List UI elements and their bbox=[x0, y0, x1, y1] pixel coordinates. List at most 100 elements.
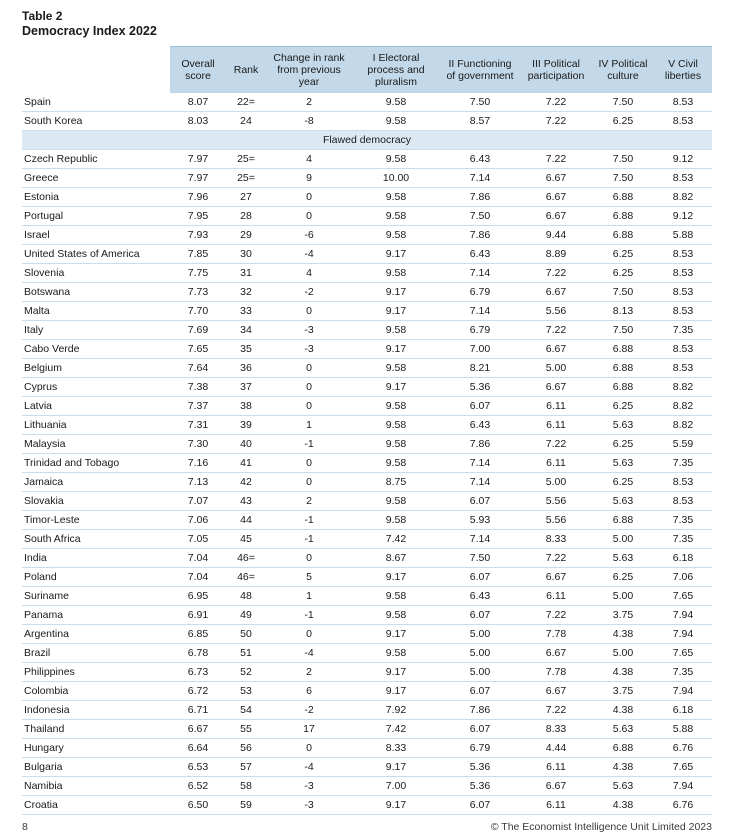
country-name: Malaysia bbox=[22, 434, 170, 454]
country-name: Timor-Leste bbox=[22, 510, 170, 530]
score-cell: 2 bbox=[266, 93, 352, 112]
score-cell: 50 bbox=[226, 624, 266, 644]
table-row: South Korea 8.03 24 -8 9.58 8.57 7.22 6.25 8.53 bbox=[22, 111, 712, 131]
score-cell: 7.65 bbox=[654, 643, 712, 663]
country-name: Czech Republic bbox=[22, 149, 170, 169]
score-cell: 7.22 bbox=[520, 93, 592, 112]
score-cell: 6.76 bbox=[654, 738, 712, 758]
score-cell: 9.58 bbox=[352, 453, 440, 473]
column-header: Rank bbox=[226, 46, 266, 93]
column-header: Change in rank from previous year bbox=[266, 46, 352, 93]
score-cell: 6.11 bbox=[520, 586, 592, 606]
score-cell: 6.79 bbox=[440, 738, 520, 758]
table-row: Czech Republic 7.97 25= 4 9.58 6.43 7.22 7.50 9.… bbox=[22, 149, 712, 169]
score-cell: 7.50 bbox=[592, 149, 654, 169]
score-cell: 9.58 bbox=[352, 605, 440, 625]
score-cell: 7.35 bbox=[654, 529, 712, 549]
column-header: IV Political culture bbox=[592, 46, 654, 93]
page-title: Democracy Index 2022 bbox=[22, 24, 157, 38]
score-cell: 53 bbox=[226, 681, 266, 701]
country-name: Estonia bbox=[22, 187, 170, 207]
score-cell: 33 bbox=[226, 301, 266, 321]
score-cell: 6.88 bbox=[592, 339, 654, 359]
score-cell: 34 bbox=[226, 320, 266, 340]
score-cell: 48 bbox=[226, 586, 266, 606]
score-cell: 9.58 bbox=[352, 643, 440, 663]
score-cell: 9 bbox=[266, 168, 352, 188]
score-cell: 8.33 bbox=[520, 529, 592, 549]
score-cell: 59 bbox=[226, 795, 266, 815]
score-cell: 40 bbox=[226, 434, 266, 454]
score-cell: 29 bbox=[226, 225, 266, 245]
score-cell: 6.07 bbox=[440, 681, 520, 701]
table-row: Spain 8.07 22= 2 9.58 7.50 7.22 7.50 8.53 bbox=[22, 93, 712, 112]
score-cell: 6.52 bbox=[170, 776, 226, 796]
score-cell: 8.53 bbox=[654, 263, 712, 283]
score-cell: 5.63 bbox=[592, 491, 654, 511]
score-cell: 6.67 bbox=[520, 206, 592, 226]
column-header: II Functioning of government bbox=[440, 46, 520, 93]
score-cell: 25= bbox=[226, 149, 266, 169]
score-cell: 30 bbox=[226, 244, 266, 264]
score-cell: 9.58 bbox=[352, 586, 440, 606]
score-cell: 6.07 bbox=[440, 795, 520, 815]
page-footer: 8 © The Economist Intelligence Unit Limi… bbox=[22, 815, 712, 833]
score-cell: 7.06 bbox=[170, 510, 226, 530]
score-cell: 7.14 bbox=[440, 263, 520, 283]
country-name: Bulgaria bbox=[22, 757, 170, 777]
score-cell: 6.07 bbox=[440, 491, 520, 511]
score-cell: 6.53 bbox=[170, 757, 226, 777]
table-row: Colombia 6.72 53 6 9.17 6.07 6.67 3.75 7.94 bbox=[22, 681, 712, 701]
score-cell: 39 bbox=[226, 415, 266, 435]
score-cell: 8.53 bbox=[654, 244, 712, 264]
section-label: Flawed democracy bbox=[22, 130, 712, 150]
score-cell: 9.58 bbox=[352, 206, 440, 226]
score-cell: 9.12 bbox=[654, 149, 712, 169]
country-name: South Korea bbox=[22, 111, 170, 131]
table-row: Philippines 6.73 52 2 9.17 5.00 7.78 4.38 7.35 bbox=[22, 662, 712, 682]
score-cell: 7.86 bbox=[440, 225, 520, 245]
score-cell: 6.25 bbox=[592, 567, 654, 587]
score-cell: 5.56 bbox=[520, 491, 592, 511]
score-cell: 6.64 bbox=[170, 738, 226, 758]
score-cell: 6.18 bbox=[654, 548, 712, 568]
country-name: Brazil bbox=[22, 643, 170, 663]
score-cell: 7.65 bbox=[170, 339, 226, 359]
score-cell: 8.07 bbox=[170, 93, 226, 112]
score-cell: 5.63 bbox=[592, 719, 654, 739]
score-cell: 9.58 bbox=[352, 263, 440, 283]
score-cell: 54 bbox=[226, 700, 266, 720]
score-cell: 31 bbox=[226, 263, 266, 283]
score-cell: 6.43 bbox=[440, 586, 520, 606]
score-cell: 6.67 bbox=[520, 187, 592, 207]
score-cell: 7.78 bbox=[520, 662, 592, 682]
score-cell: 9.58 bbox=[352, 111, 440, 131]
score-cell: 7.14 bbox=[440, 453, 520, 473]
score-cell: 6.95 bbox=[170, 586, 226, 606]
country-name: Hungary bbox=[22, 738, 170, 758]
column-header-country bbox=[22, 46, 170, 93]
score-cell: 7.94 bbox=[654, 681, 712, 701]
score-cell: 7.86 bbox=[440, 700, 520, 720]
score-cell: 7.31 bbox=[170, 415, 226, 435]
score-cell: 0 bbox=[266, 301, 352, 321]
score-cell: 7.22 bbox=[520, 700, 592, 720]
score-cell: 7.50 bbox=[592, 168, 654, 188]
score-cell: -8 bbox=[266, 111, 352, 131]
score-cell: 24 bbox=[226, 111, 266, 131]
score-cell: 0 bbox=[266, 377, 352, 397]
score-cell: 7.50 bbox=[440, 206, 520, 226]
score-cell: 8.75 bbox=[352, 472, 440, 492]
score-cell: 6.18 bbox=[654, 700, 712, 720]
score-cell: 7.06 bbox=[654, 567, 712, 587]
score-cell: 37 bbox=[226, 377, 266, 397]
score-cell: 2 bbox=[266, 491, 352, 511]
copyright-text: © The Economist Intelligence Unit Limite… bbox=[490, 821, 712, 833]
country-name: Philippines bbox=[22, 662, 170, 682]
country-name: Panama bbox=[22, 605, 170, 625]
score-cell: 6.88 bbox=[592, 510, 654, 530]
table-row: Thailand 6.67 55 17 7.42 6.07 8.33 5.63 5.88 bbox=[22, 719, 712, 739]
score-cell: -3 bbox=[266, 339, 352, 359]
score-cell: 9.17 bbox=[352, 377, 440, 397]
table-row: Hungary 6.64 56 0 8.33 6.79 4.44 6.88 6.76 bbox=[22, 738, 712, 758]
